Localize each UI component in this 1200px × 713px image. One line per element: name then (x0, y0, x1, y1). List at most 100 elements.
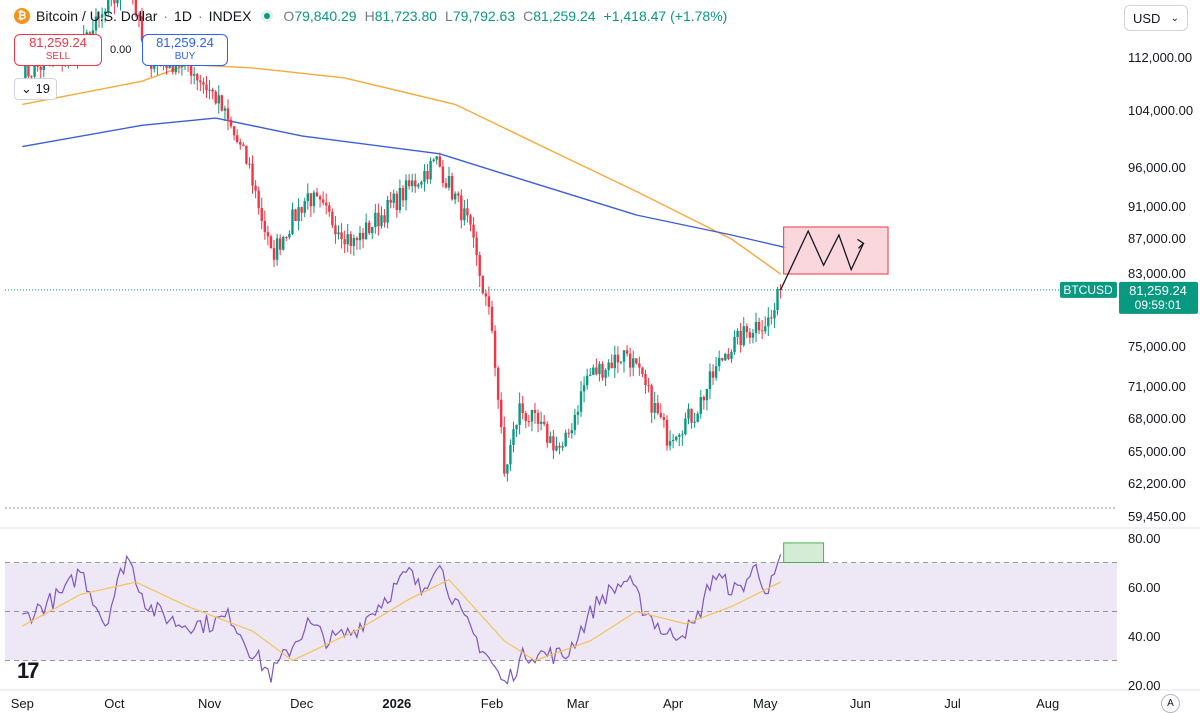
candle-body (346, 234, 349, 245)
candle-body (619, 361, 623, 363)
interval-label[interactable]: 1D (174, 8, 192, 24)
candle-body (269, 236, 273, 249)
price-axis-tick: 104,000.00 (1128, 103, 1193, 118)
candle-body (220, 95, 224, 111)
candle-body (705, 389, 709, 401)
symbol-header: ₿ Bitcoin / U.S. Dollar · 1D · INDEX O79… (14, 8, 727, 24)
candle-body (493, 330, 497, 368)
price-axis-tick: 62,200.00 (1128, 476, 1186, 491)
candle-body (398, 187, 402, 211)
candle-body (521, 403, 524, 414)
candle-body (739, 330, 742, 346)
market-status-icon (261, 10, 274, 22)
candle-body (656, 402, 659, 414)
time-axis-tick: Nov (198, 696, 222, 711)
candle-body (217, 95, 220, 104)
candle-body (592, 367, 595, 375)
open-value: 79,840.29 (294, 8, 357, 24)
currency-select[interactable]: USD ⌄ (1124, 5, 1188, 31)
indicators-toggle[interactable]: ⌄ 19 (14, 78, 57, 100)
candle-body (368, 222, 371, 234)
candle-body (561, 446, 564, 448)
candle-body (555, 445, 558, 451)
candle-body (466, 208, 469, 216)
candle-body (401, 187, 405, 201)
symbol-tag-label: BTCUSD (1063, 283, 1113, 297)
candle-body (638, 363, 641, 368)
candle-body (687, 408, 690, 419)
candle-body (113, 0, 116, 4)
candle-body (383, 215, 386, 223)
candle-body (767, 317, 770, 327)
auto-scale-button[interactable]: A (1161, 694, 1180, 713)
chevron-down-icon: ⌄ (1170, 12, 1179, 24)
candle-body (635, 358, 638, 364)
candle-body (579, 391, 583, 412)
candle-body (721, 357, 724, 361)
candle-body (564, 432, 567, 447)
candle-body (708, 371, 712, 390)
candle-body (730, 352, 733, 359)
candle-body (460, 195, 463, 221)
candle-body (24, 63, 27, 86)
candle-body (622, 350, 626, 362)
candle-body (321, 199, 325, 203)
candle-body (613, 354, 616, 369)
candle-body (248, 163, 251, 165)
candle-body (33, 63, 36, 77)
time-axis-tick: Oct (104, 696, 125, 711)
candle-body (272, 248, 276, 260)
candle-body (641, 367, 644, 374)
candle-body (361, 232, 365, 240)
candle-body (417, 184, 420, 187)
candle-body (337, 232, 340, 235)
rsi-axis-tick: 80.00 (1128, 531, 1161, 546)
candle-body (662, 417, 666, 420)
candle-body (315, 192, 319, 197)
candle-body (214, 91, 217, 104)
candle-body (297, 207, 300, 222)
candle-body (711, 371, 715, 378)
price-tag-bg (1119, 281, 1198, 314)
candle-body (223, 108, 227, 111)
rsi-axis-tick: 60.00 (1128, 580, 1161, 595)
time-axis-tick: 2026 (382, 696, 411, 711)
sell-button[interactable]: 81,259.24 SELL (14, 34, 102, 66)
candle-body (496, 367, 500, 400)
buy-button[interactable]: 81,259.24 BUY (142, 34, 228, 66)
price-axis-tick: 75,000.00 (1128, 339, 1186, 354)
candle-body (776, 288, 779, 311)
candle-body (100, 14, 104, 18)
candle-body (509, 444, 512, 465)
symbol-name[interactable]: Bitcoin / U.S. Dollar (36, 8, 158, 24)
candle-body (208, 89, 211, 91)
candle-body (733, 337, 736, 353)
candle-body (193, 74, 196, 76)
candle-body (696, 413, 699, 422)
candle-body (438, 156, 442, 167)
candle-body (134, 0, 138, 16)
candle-body (199, 80, 202, 83)
candle-body (374, 212, 377, 228)
candle-body (628, 353, 632, 368)
price-axis-tick: 96,000.00 (1128, 160, 1186, 175)
candle-body (414, 180, 417, 187)
candle-body (435, 156, 438, 160)
candle-body (668, 441, 672, 446)
candle-body (681, 434, 684, 436)
candle-body (309, 193, 313, 207)
candle-body (318, 196, 322, 200)
candle-body (263, 220, 267, 233)
candle-body (546, 423, 549, 443)
candle-body (312, 192, 316, 207)
candle-body (340, 232, 343, 240)
time-axis-tick: Aug (1036, 696, 1059, 711)
candle-body (601, 363, 604, 378)
candle-body (653, 402, 656, 413)
candle-body (407, 180, 411, 187)
rsi-axis-tick: 20.00 (1128, 678, 1161, 693)
candle-body (140, 16, 144, 41)
rsi-ma-line (22, 578, 781, 662)
time-axis-tick: Apr (663, 696, 684, 711)
